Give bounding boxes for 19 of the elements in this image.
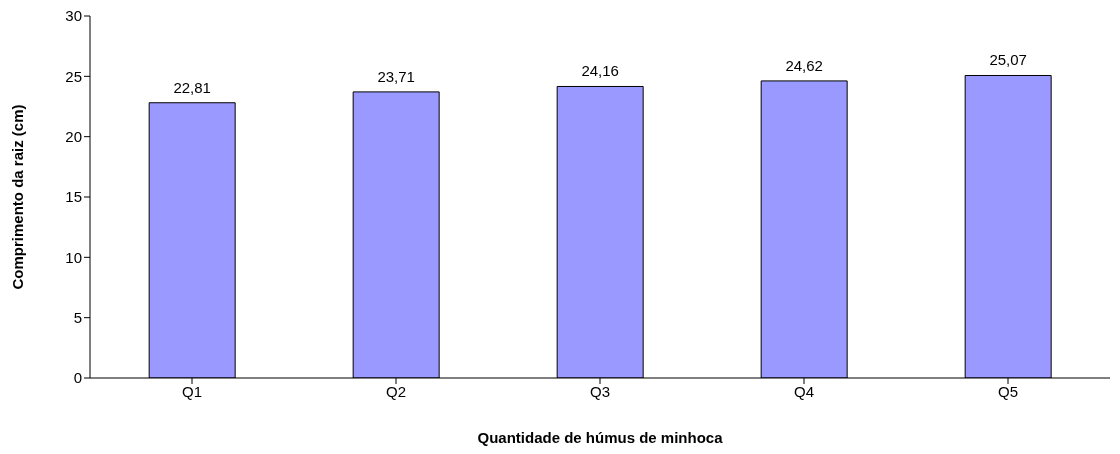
x-tick-label: Q5 [997,382,1019,400]
y-tick-label: 25 [65,67,82,85]
y-axis-title: Comprimento da raiz (cm) [9,104,27,290]
y-tick-label: 5 [73,308,82,326]
y-tick-label: 15 [65,188,82,206]
data-label: 25,07 [989,51,1027,69]
x-tick-label: Q4 [793,382,815,400]
data-label: 24,16 [581,62,619,80]
y-tick-label: 20 [65,127,82,145]
x-tick-label: Q1 [181,382,203,400]
data-label: 23,71 [377,67,415,85]
x-tick-label: Q2 [385,382,407,400]
x-axis-title: Quantidade de húmus de minhoca [477,428,724,446]
data-label: 24,62 [785,56,823,74]
y-tick-label: 30 [65,7,82,25]
y-tick-label: 10 [65,248,82,266]
data-label: 22,81 [173,78,211,96]
y-tick-label: 0 [73,369,82,387]
x-tick-label: Q3 [589,382,611,400]
